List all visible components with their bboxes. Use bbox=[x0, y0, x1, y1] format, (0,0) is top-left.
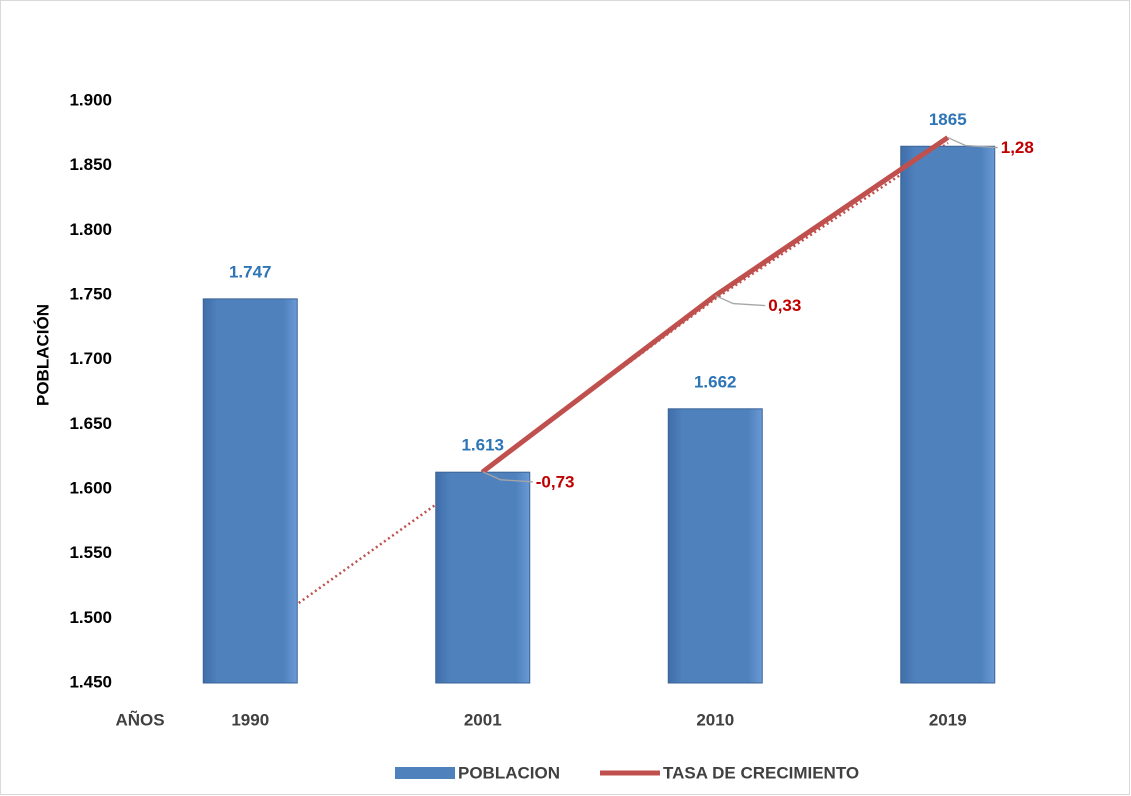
y-tick-label: 1.650 bbox=[69, 414, 112, 433]
y-tick-label: 1.600 bbox=[69, 478, 112, 497]
legend-label: POBLACION bbox=[458, 763, 560, 782]
y-axis-label: POBLACIÓN bbox=[33, 304, 52, 406]
x-tick-label: 1990 bbox=[231, 710, 269, 729]
bar bbox=[667, 408, 763, 684]
bar bbox=[202, 298, 298, 684]
x-tick-label: 2001 bbox=[464, 710, 502, 729]
bar-value-label: 1865 bbox=[929, 110, 967, 129]
leader-line bbox=[714, 294, 766, 307]
y-tick-label: 1.900 bbox=[69, 90, 112, 109]
x-axis-label: AÑOS bbox=[115, 709, 164, 729]
y-tick-label: 1.550 bbox=[69, 543, 112, 562]
line bbox=[481, 135, 950, 474]
bar-value-label: 1.613 bbox=[461, 436, 504, 455]
bar bbox=[900, 145, 996, 684]
y-tick-label: 1.750 bbox=[69, 284, 112, 303]
bar bbox=[435, 471, 531, 684]
bar-value-label: 1.747 bbox=[229, 262, 272, 281]
legend-label: TASA DE CRECIMIENTO bbox=[663, 763, 859, 782]
y-tick-label: 1.450 bbox=[69, 672, 112, 691]
leader-line bbox=[947, 136, 998, 149]
x-tick-label: 2019 bbox=[929, 710, 967, 729]
legend-swatch bbox=[395, 767, 455, 779]
leader-line bbox=[482, 471, 533, 483]
y-tick-label: 1.700 bbox=[69, 349, 112, 368]
y-tick-label: 1.500 bbox=[69, 608, 112, 627]
line-value-label: 1,28 bbox=[1001, 138, 1034, 157]
y-tick-label: 1.850 bbox=[69, 155, 112, 174]
bar-value-label: 1.662 bbox=[694, 372, 737, 391]
y-tick-label: 1.800 bbox=[69, 220, 112, 239]
x-tick-label: 2010 bbox=[696, 710, 734, 729]
line-value-label: -0,73 bbox=[536, 472, 575, 491]
line-value-label: 0,33 bbox=[768, 296, 801, 315]
